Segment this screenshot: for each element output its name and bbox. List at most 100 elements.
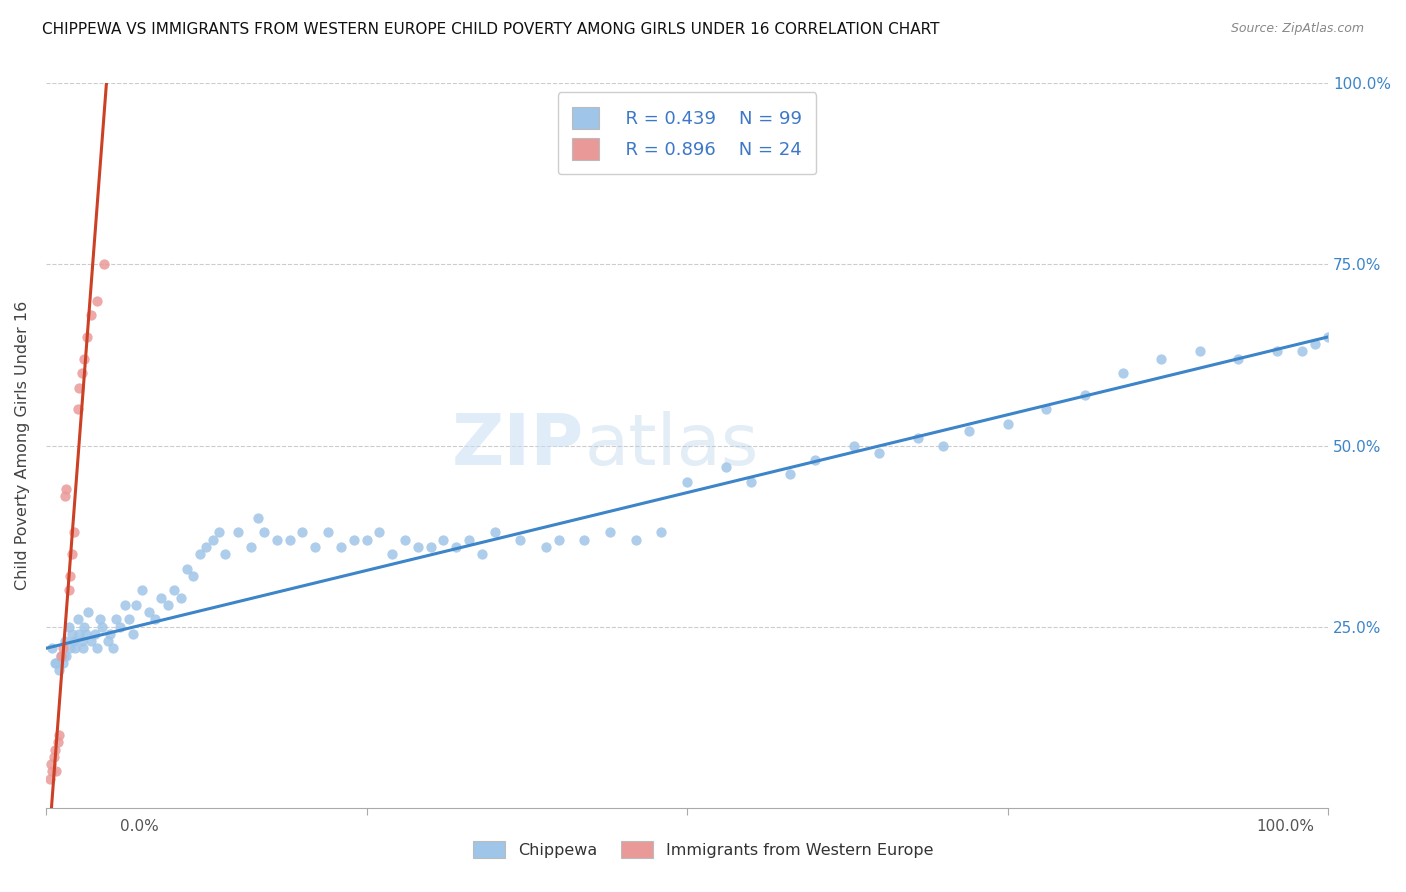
Point	[51, 648, 73, 663]
Point	[70, 366, 93, 380]
Point	[73, 619, 96, 633]
Point	[1291, 344, 1313, 359]
Point	[932, 438, 955, 452]
Point	[76, 330, 98, 344]
Point	[41, 641, 63, 656]
Point	[96, 634, 118, 648]
Point	[1265, 344, 1288, 359]
Point	[48, 663, 70, 677]
Point	[51, 648, 73, 663]
Point	[779, 467, 801, 482]
Point	[83, 627, 105, 641]
Point	[343, 533, 366, 547]
Point	[118, 612, 141, 626]
Point	[304, 540, 326, 554]
Text: ZIP: ZIP	[453, 411, 585, 480]
Text: atlas: atlas	[585, 411, 759, 480]
Point	[266, 533, 288, 547]
Point	[67, 627, 90, 641]
Point	[58, 619, 80, 633]
Point	[52, 656, 75, 670]
Point	[240, 540, 263, 554]
Point	[624, 533, 647, 547]
Point	[1188, 344, 1211, 359]
Point	[143, 612, 166, 626]
Point	[368, 525, 391, 540]
Point	[432, 533, 454, 547]
Point	[907, 431, 929, 445]
Point	[574, 533, 596, 547]
Point	[70, 634, 93, 648]
Point	[48, 728, 70, 742]
Point	[45, 656, 67, 670]
Point	[101, 641, 124, 656]
Point	[77, 605, 100, 619]
Point	[176, 561, 198, 575]
Point	[419, 540, 441, 554]
Point	[226, 525, 249, 540]
Point	[93, 258, 115, 272]
Point	[55, 648, 77, 663]
Point	[59, 641, 82, 656]
Point	[66, 612, 89, 626]
Point	[714, 460, 737, 475]
Point	[458, 533, 481, 547]
Point	[1150, 351, 1173, 366]
Legend: Chippewa, Immigrants from Western Europe: Chippewa, Immigrants from Western Europe	[465, 833, 941, 866]
Text: 0.0%: 0.0%	[120, 819, 159, 834]
Point	[534, 540, 557, 554]
Point	[804, 453, 827, 467]
Point	[1112, 366, 1135, 380]
Text: Source: ZipAtlas.com: Source: ZipAtlas.com	[1230, 22, 1364, 36]
Point	[114, 598, 136, 612]
Point	[1305, 337, 1327, 351]
Point	[105, 612, 128, 626]
Point	[188, 547, 211, 561]
Point	[957, 424, 980, 438]
Point	[291, 525, 314, 540]
Point	[406, 540, 429, 554]
Point	[53, 489, 76, 503]
Point	[138, 605, 160, 619]
Point	[66, 402, 89, 417]
Point	[394, 533, 416, 547]
Point	[201, 533, 224, 547]
Point	[208, 525, 231, 540]
Point	[72, 641, 94, 656]
Point	[122, 627, 145, 641]
Point	[169, 591, 191, 605]
Point	[131, 583, 153, 598]
Point	[58, 583, 80, 598]
Point	[484, 525, 506, 540]
Point	[381, 547, 404, 561]
Point	[44, 742, 66, 756]
Point	[125, 598, 148, 612]
Point	[163, 583, 186, 598]
Point	[52, 641, 75, 656]
Y-axis label: Child Poverty Among Girls Under 16: Child Poverty Among Girls Under 16	[15, 301, 30, 591]
Point	[278, 533, 301, 547]
Point	[55, 482, 77, 496]
Point	[842, 438, 865, 452]
Point	[75, 627, 97, 641]
Point	[1035, 402, 1057, 417]
Point	[329, 540, 352, 554]
Point	[1073, 388, 1095, 402]
Point	[1317, 330, 1340, 344]
Point	[599, 525, 621, 540]
Point	[509, 533, 531, 547]
Point	[156, 598, 179, 612]
Point	[60, 627, 83, 641]
Point	[63, 634, 86, 648]
Point	[246, 511, 269, 525]
Point	[150, 591, 173, 605]
Point	[868, 446, 890, 460]
Point	[67, 381, 90, 395]
Point	[59, 569, 82, 583]
Point	[650, 525, 672, 540]
Point	[80, 308, 103, 322]
Point	[183, 569, 205, 583]
Point	[73, 351, 96, 366]
Point	[110, 619, 132, 633]
Text: 100.0%: 100.0%	[1257, 819, 1315, 834]
